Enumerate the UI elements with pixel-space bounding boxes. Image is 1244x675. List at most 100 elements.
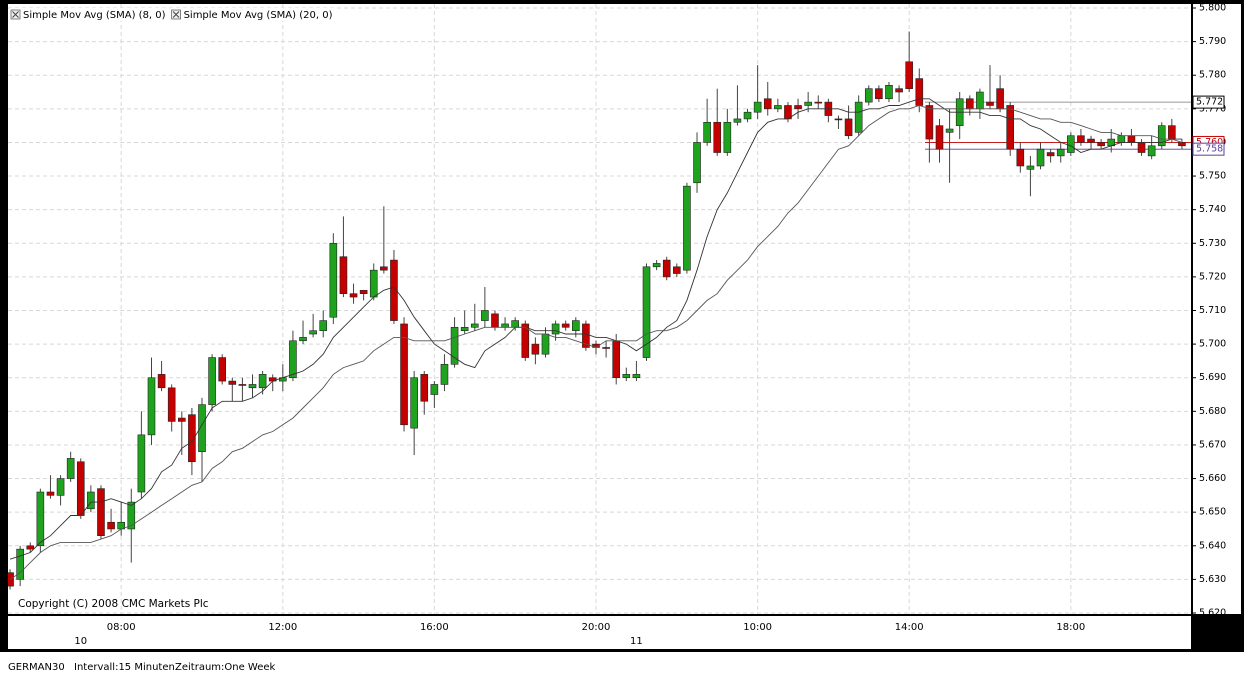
y-tick-label: 5.710 <box>1199 305 1226 316</box>
candle-body <box>1067 135 1075 153</box>
candle-body <box>289 340 297 379</box>
candle-body <box>854 101 863 133</box>
candle-body <box>208 357 216 405</box>
candle-body <box>198 404 206 452</box>
y-tick-label: 5.790 <box>1199 36 1226 47</box>
sma-line <box>9 98 1182 560</box>
x-tick-label: 16:00 <box>420 622 449 633</box>
y-tick-label: 5.750 <box>1199 171 1226 182</box>
candle-body <box>511 320 519 328</box>
y-tick-label: 5.660 <box>1199 473 1226 484</box>
candle-body <box>410 377 418 429</box>
candle-body <box>188 414 196 463</box>
copyright: Copyright (C) 2008 CMC Markets Plc <box>18 598 209 610</box>
price-box <box>1192 142 1225 156</box>
footer-interval: Intervall:15 Minuten <box>74 662 175 673</box>
candle-body <box>642 266 651 358</box>
footer-symbol: GERMAN30 <box>8 662 65 673</box>
y-tick-label: 5.640 <box>1199 540 1226 551</box>
candle-body <box>683 185 691 271</box>
candle-body <box>521 323 530 358</box>
candle-body <box>915 78 924 106</box>
price-label: 5.772 <box>1196 97 1223 108</box>
x-tick-label: 14:00 <box>895 622 924 633</box>
x-tick-label: 08:00 <box>107 622 136 633</box>
candle-body <box>36 491 45 547</box>
marks <box>8 31 1186 590</box>
candle-body <box>157 374 166 389</box>
candle-body <box>238 384 247 386</box>
candle-body <box>177 417 186 422</box>
candle-body <box>531 343 540 355</box>
candle-body <box>1117 135 1126 143</box>
candle-body <box>420 374 429 402</box>
candle-body <box>26 545 35 550</box>
candle-body <box>905 61 913 89</box>
candle-body <box>571 320 580 331</box>
y-tick-label: 5.770 <box>1199 103 1226 114</box>
candle-body <box>1087 138 1095 143</box>
candle-body <box>1127 135 1136 143</box>
candle-body <box>561 323 570 328</box>
candle-body <box>400 323 408 426</box>
candle-body <box>976 91 984 110</box>
legend-icon-x <box>172 11 180 18</box>
candle-body <box>299 337 307 342</box>
x-tick-label: 18:00 <box>1056 622 1085 633</box>
x-tick-label: 12:00 <box>268 622 297 633</box>
y-tick-label: 5.720 <box>1199 271 1226 282</box>
candle-body <box>612 340 621 379</box>
candle-body <box>1168 125 1176 140</box>
sma-line <box>9 105 1183 580</box>
candle-body <box>329 242 338 318</box>
candle-body <box>703 121 711 143</box>
candle-body <box>1077 135 1085 143</box>
legend-bg <box>170 8 336 21</box>
legend-bg <box>10 8 169 21</box>
axes: 5.620 5.630 5.640 5.650 5.660 5.670 5.680 5.690… <box>74 3 1226 648</box>
candle-body <box>56 478 65 496</box>
candle-body <box>228 380 237 385</box>
price-label: 5.758 <box>1196 144 1223 155</box>
y-tick-label: 5.680 <box>1199 406 1226 417</box>
candle-body <box>925 105 934 140</box>
candle-body <box>258 374 267 389</box>
candle-body <box>491 313 499 328</box>
candle-body <box>107 521 115 530</box>
candle-body <box>167 387 176 422</box>
candle-body <box>481 310 489 321</box>
candle-body <box>743 111 752 120</box>
x-tick-label: 20:00 <box>582 622 611 633</box>
legend-item: Simple Mov Avg (SMA) (8, 0) <box>10 8 169 21</box>
candle-body <box>723 121 732 153</box>
y-tick-label: 5.700 <box>1199 339 1226 350</box>
y-tick-label: 5.740 <box>1199 204 1226 215</box>
candle-body <box>632 374 641 379</box>
candle-body <box>1097 142 1105 147</box>
candle-body <box>76 461 85 516</box>
candle-body <box>551 323 560 335</box>
candle-body <box>582 323 590 348</box>
candle-body <box>450 327 459 365</box>
candle-body <box>1006 105 1015 150</box>
candle-body <box>693 142 701 184</box>
candle-body <box>662 259 671 278</box>
candle-body <box>339 256 348 294</box>
candle-body <box>501 323 509 328</box>
legend-label: Simple Mov Avg (SMA) (20, 0) <box>184 10 333 21</box>
candle-body <box>652 263 661 268</box>
candle-body <box>763 98 772 110</box>
candle-body <box>470 323 479 328</box>
candle-body <box>390 259 398 321</box>
footer-period: Zeitraum:One Week <box>175 662 276 673</box>
candle-body <box>1036 148 1045 167</box>
y-tick-label: 5.630 <box>1199 574 1226 585</box>
candle-body <box>875 88 883 100</box>
candle-body <box>46 491 55 496</box>
legend-icon-x <box>12 11 19 18</box>
candle-body <box>753 101 762 113</box>
candle-body <box>945 128 954 133</box>
candle-body <box>965 98 974 110</box>
